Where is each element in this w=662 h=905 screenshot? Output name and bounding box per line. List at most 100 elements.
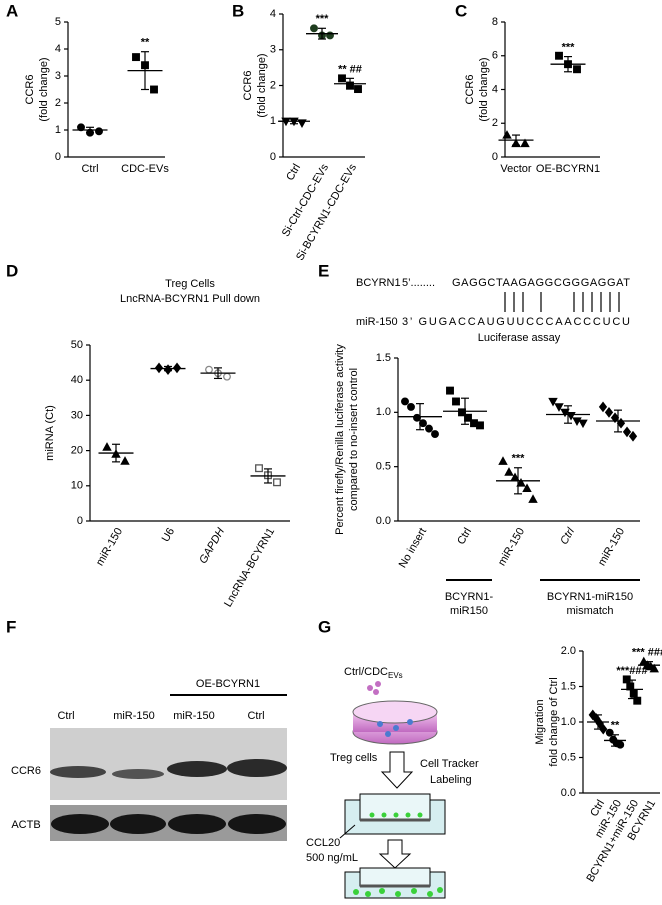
point [172,362,182,374]
point [120,456,130,465]
y-tick-label: 0.0 [376,515,391,527]
y-tick-label: 50 [71,339,83,351]
chart-title: Treg Cells [165,278,215,290]
significance: ** ## [338,63,362,75]
point [425,424,433,433]
point [522,483,532,493]
significance: *** [562,42,576,54]
x-tick-label: Ctrl [455,526,474,547]
x-tick-label: Vector [500,163,532,175]
x-tick-label: OE-BCYRN1 [536,163,600,175]
y-axis-label: (fold change) [38,57,50,121]
x-tick-label: Ctrl [284,162,303,183]
y-tick-label: 2.0 [561,645,576,657]
point [102,442,112,451]
point [604,406,614,418]
y-tick-label: 4 [492,83,498,95]
group-label: BCYRN1-miR150 [547,591,633,603]
point [255,464,263,473]
y-tick-label: 20 [71,445,83,457]
y-tick-label: 4 [55,43,61,55]
significance: ***### [616,665,647,677]
point [622,426,632,438]
point [554,403,564,412]
y-tick-label: 0 [270,151,276,163]
panel-label: C [455,1,467,20]
x-tick-label: No insert [397,526,429,570]
panel-label: D [6,261,18,280]
y-tick-label: 4 [270,8,276,20]
point [338,74,346,83]
bands [51,814,286,834]
treatment: Ctrl/CDCEVs [344,666,403,680]
dish [352,681,438,745]
y-axis-label: fold change of Ctrl [548,677,560,766]
lane-label: miR-150 [173,710,215,722]
panel-label: F [6,617,16,636]
alignment-name: BCYRN1 [356,277,401,289]
y-tick-label: 10 [71,480,83,492]
y-tick-label: 5 [55,16,61,28]
point [498,456,508,465]
point [504,467,514,476]
x-tick-label: U6 [160,526,177,544]
step-label: Cell Tracker [420,758,479,770]
point [205,365,213,374]
point [132,53,140,62]
x-tick-label: Ctrl [558,525,577,546]
treatment-sub: EVs [388,671,403,680]
significance: *** [512,453,526,465]
y-tick-label: 0.5 [561,751,576,763]
y-axis-label: CCR6 [464,75,476,105]
significance: ** [611,720,620,732]
significance: *** ### [632,647,662,659]
point [598,401,608,413]
x-tick-label: GAPDH [197,526,227,566]
group-label: BCYRN1- [445,591,494,603]
y-tick-label: 0 [77,515,83,527]
chart-title: LncRNA-BCYRN1 Pull down [120,293,260,305]
arrow [380,751,414,789]
point [419,419,427,428]
alignment-end: 5’........ [402,277,435,289]
y-tick-label: 3 [270,44,276,56]
point [446,386,454,395]
point [622,675,631,684]
y-tick-label: 0 [55,151,61,163]
y-axis-label: miRNA (Ct) [44,405,56,461]
significance: ** [141,37,150,49]
significance: *** [316,13,330,25]
y-tick-label: 2 [270,79,276,91]
y-tick-label: 3 [55,70,61,82]
pointer [339,824,356,839]
point [154,362,164,374]
y-tick-label: 1 [270,115,276,127]
treatment-text: Ctrl/CDC [344,666,388,678]
alignment-seq: 3’ GUGACCAUGUUCCCAACCCUCU [402,316,630,328]
y-tick-label: 40 [71,374,83,386]
blot-group: OE-BCYRN1 [196,678,260,690]
point [599,723,608,735]
lane-label: Ctrl [57,710,74,722]
point [401,397,409,406]
x-tick-label: miR-150 [496,526,527,568]
y-axis-label: (fold change) [256,53,268,117]
point [578,419,588,429]
point [633,696,642,705]
transwell [344,793,446,835]
point [273,478,281,487]
panel-label: B [232,1,244,20]
base-pairs [504,292,620,312]
point [407,402,415,411]
point [452,397,460,406]
x-tick-label: LncRNA-BCYRN1 [222,526,277,609]
point [150,85,158,94]
y-tick-label: 8 [492,16,498,28]
x-tick-label: Ctrl [81,163,98,175]
y-axis-label: Percent firefly/Renilla luciferase activ… [334,344,346,535]
y-tick-label: 1.0 [561,716,576,728]
chemokine: 500 ng/mL [306,852,358,864]
y-axis-label: Migration [534,699,546,744]
point [610,412,620,424]
